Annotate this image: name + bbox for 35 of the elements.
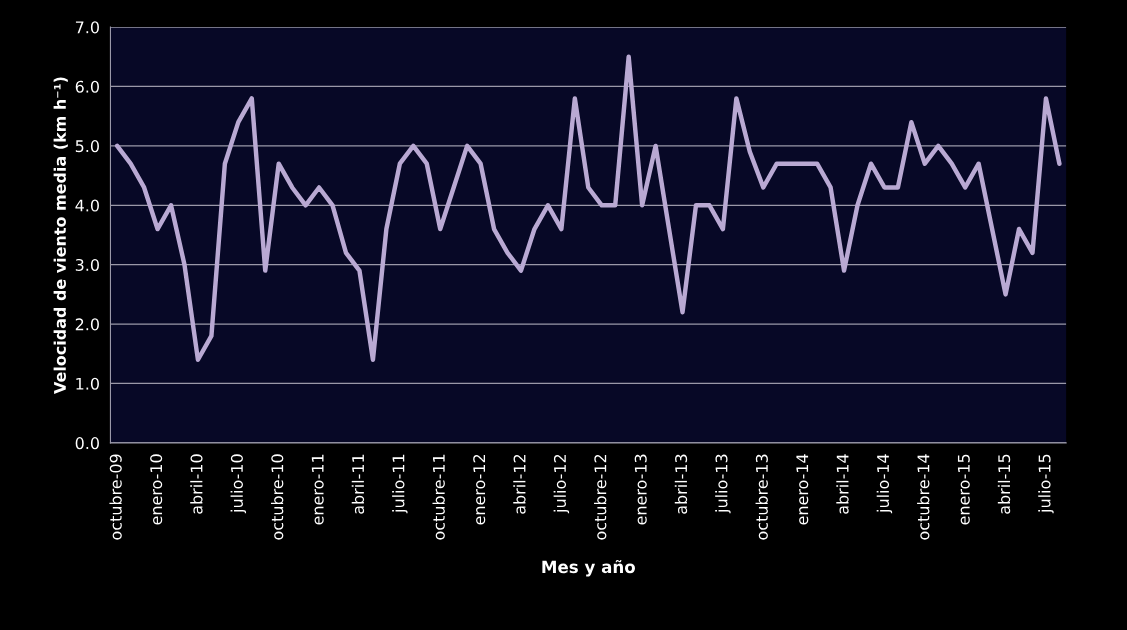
x-tick-label: abril-12 <box>513 454 526 514</box>
x-tick-label: julio-11 <box>392 454 408 514</box>
y-tick-label: 6.0 <box>75 80 99 93</box>
x-tick-label: abril-13 <box>674 454 688 514</box>
x-tick-label: enero-13 <box>634 454 647 525</box>
x-tick-label: julio-10 <box>230 454 247 514</box>
x-tick-label: julio-12 <box>553 454 570 514</box>
x-tick-label: enero-10 <box>150 454 163 525</box>
y-tick-label: 7.0 <box>75 21 99 34</box>
x-tick-label: octubre-11 <box>432 454 445 540</box>
x-tick-label: octubre-09 <box>109 454 122 540</box>
x-tick-label: enero-14 <box>796 454 809 525</box>
x-tick-label: abril-15 <box>997 454 1011 514</box>
x-tick-label: julio-14 <box>876 454 893 514</box>
x-axis-title: Mes y año <box>542 559 635 577</box>
y-axis-title: Velocidad de viento media (km h⁻¹) <box>53 77 68 394</box>
x-tick-label: octubre-12 <box>594 454 607 540</box>
line-series <box>114 54 1062 362</box>
x-tick-label: julio-13 <box>715 454 731 514</box>
x-tick-label: octubre-14 <box>917 454 930 540</box>
y-tick-label: 5.0 <box>75 140 99 153</box>
x-tick-label: abril-11 <box>351 454 365 514</box>
y-tick-label: 0.0 <box>75 437 99 450</box>
x-tick-label: octubre-13 <box>755 454 768 540</box>
x-tick-label: julio-15 <box>1038 454 1054 514</box>
x-tick-label: enero-15 <box>957 454 970 525</box>
x-tick-label: enero-12 <box>473 454 486 525</box>
x-tick-label: octubre-10 <box>270 454 284 540</box>
x-tick-label: abril-14 <box>836 454 849 514</box>
x-tick-label: enero-11 <box>311 454 324 525</box>
y-tick-label: 4.0 <box>75 199 99 212</box>
y-tick-label: 2.0 <box>75 318 99 331</box>
x-tick-label: abril-10 <box>190 454 203 514</box>
y-tick-label: 3.0 <box>75 258 99 271</box>
y-tick-label: 1.0 <box>76 377 99 390</box>
